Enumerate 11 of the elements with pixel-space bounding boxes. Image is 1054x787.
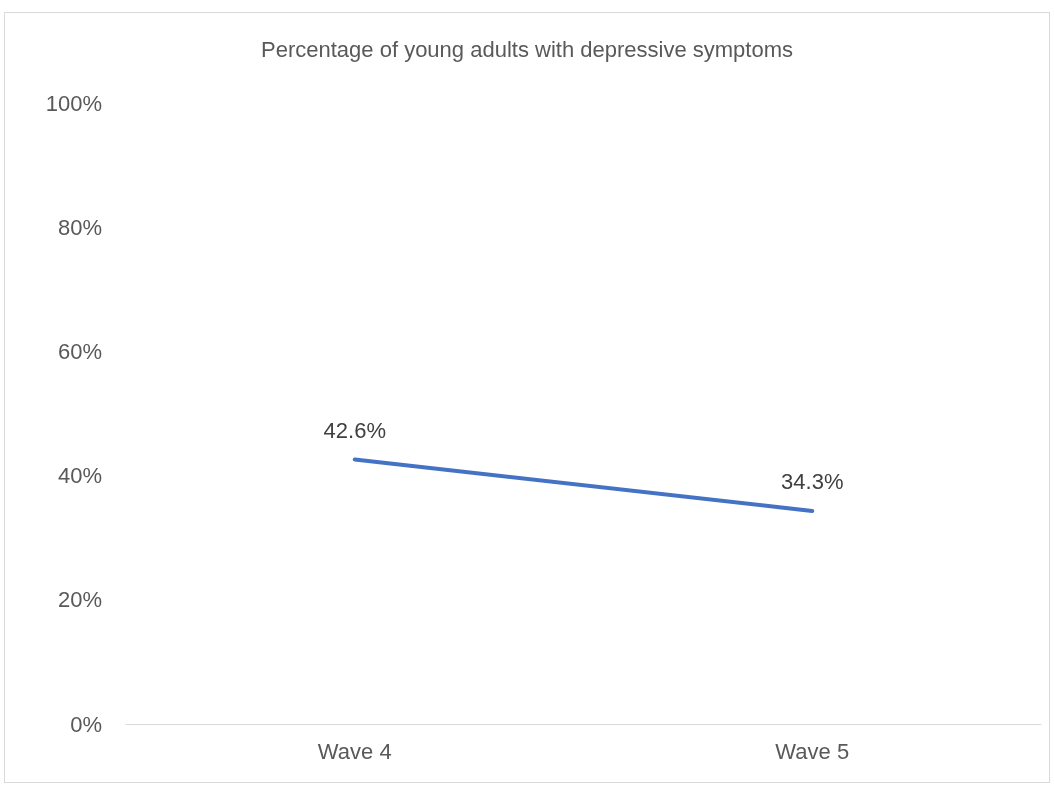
y-tick-label: 20% — [57, 587, 102, 613]
x-tick-label: Wave 4 — [317, 738, 392, 764]
x-tick-label: Wave 5 — [775, 738, 850, 764]
y-tick-label: 60% — [57, 338, 102, 364]
y-tick-label: 0% — [70, 711, 102, 737]
data-label: 34.3% — [781, 469, 844, 495]
y-tick-label: 40% — [57, 463, 102, 489]
y-tick-label: 100% — [45, 90, 102, 116]
y-tick-label: 80% — [57, 214, 102, 240]
data-label: 42.6% — [323, 417, 386, 443]
chart-title: Percentage of young adults with depressive symptoms — [261, 36, 793, 62]
